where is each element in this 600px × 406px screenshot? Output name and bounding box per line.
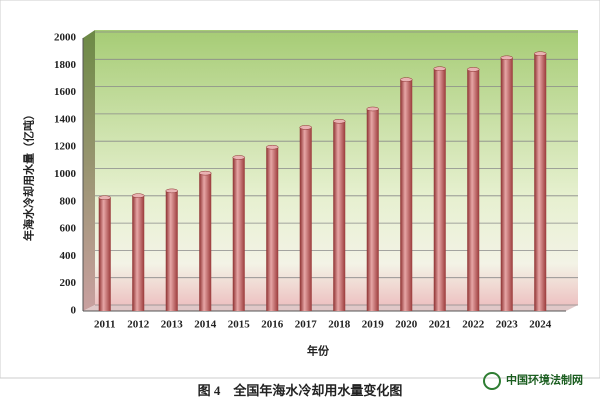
x-tick-label: 2024 [529,319,552,331]
bar-top [500,55,513,61]
bar [132,195,145,311]
x-tick-label: 2013 [161,319,184,331]
bar [333,121,346,311]
bar [534,53,547,311]
bar [98,197,111,311]
bar-top [366,106,379,112]
side-wall [83,30,95,311]
bar [299,127,312,311]
y-tick-label: 2000 [54,32,77,44]
bar-top [433,66,446,71]
x-tick-label: 2015 [228,319,251,331]
bar-top [232,155,245,160]
bar [467,69,480,312]
y-tick-label: 800 [60,195,77,207]
x-tick-label: 2011 [94,319,115,331]
watermark: 中国环境法制网 [506,373,583,387]
y-tick-label: 1800 [54,59,77,71]
bar-top [534,51,547,56]
x-tick-label: 2016 [261,319,284,331]
bar-top [132,193,145,198]
bar [165,190,178,311]
x-tick-label: 2022 [462,319,485,331]
bar-top [98,195,111,200]
x-axis-label: 年份 [307,344,330,358]
x-tick-label: 2020 [395,319,418,331]
bar-top [299,125,312,130]
bar [433,68,446,312]
bar [500,57,513,312]
y-tick-label: 200 [60,277,77,289]
bar-top [165,188,178,194]
bar [366,108,379,311]
caption: 图 4 全国年海水冷却用水量变化图 [198,383,403,398]
bar-top [199,170,212,176]
logo-icon [483,372,501,390]
y-tick-label: 1200 [54,141,77,153]
y-axis-label: 年海水冷却用水量（亿吨） [22,109,36,241]
y-tick-label: 400 [60,250,77,262]
bar-top [467,67,480,72]
bar-top [400,77,413,82]
bar-top [266,144,279,150]
bar [232,157,245,311]
x-tick-label: 2017 [295,319,318,331]
bar [266,147,279,311]
bar [400,79,413,311]
x-tick-label: 2018 [328,319,351,331]
y-tick-label: 0 [71,305,77,317]
y-tick-label: 600 [60,223,77,235]
x-tick-label: 2014 [194,319,217,331]
x-tick-label: 2021 [429,319,451,331]
y-tick-label: 1400 [54,113,77,125]
x-tick-label: 2019 [362,319,385,331]
x-tick-label: 2023 [496,319,519,331]
y-tick-label: 1600 [54,86,77,98]
y-tick-label: 1000 [54,168,77,180]
bar [199,173,212,311]
x-tick-label: 2012 [127,319,150,331]
bar-top [333,119,346,124]
